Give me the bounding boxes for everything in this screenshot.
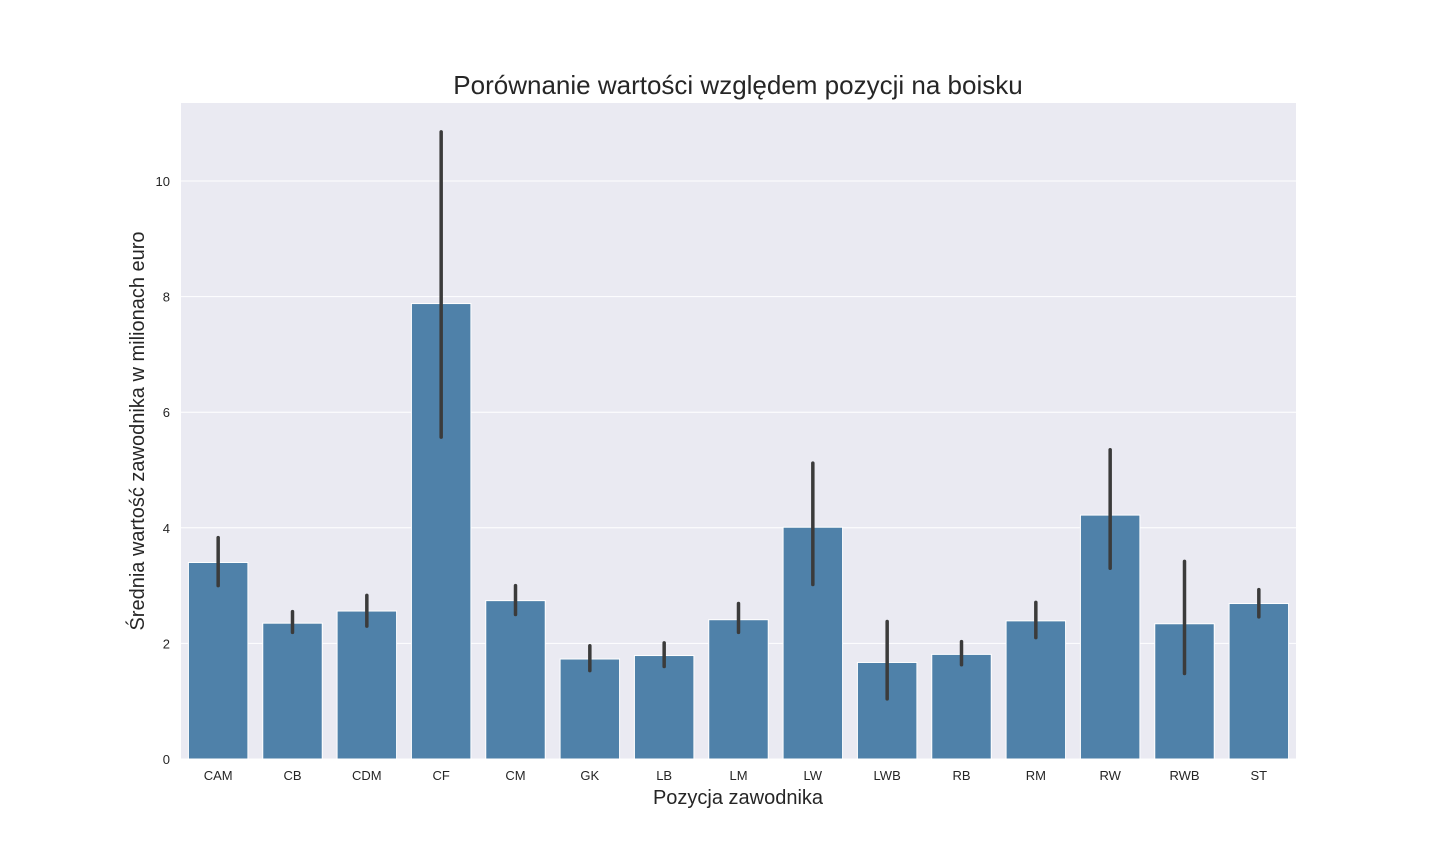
x-axis-label: Pozycja zawodnika xyxy=(653,787,824,809)
x-tick-label-cm: CM xyxy=(505,768,525,783)
x-tick-label-st: ST xyxy=(1251,768,1268,783)
chart-title: Porównanie wartości względem pozycji na … xyxy=(453,70,1022,100)
x-tick-label-rw: RW xyxy=(1099,768,1121,783)
bar-cm xyxy=(485,600,546,760)
x-tick-label-cf: CF xyxy=(432,768,449,783)
x-tick-label-rwb: RWB xyxy=(1169,768,1199,783)
bar-lm xyxy=(708,619,769,760)
x-tick-label-lw: LW xyxy=(804,768,823,783)
x-tick-label-lwb: LWB xyxy=(874,768,901,783)
bar-cdm xyxy=(336,610,398,760)
y-tick-label: 8 xyxy=(163,290,170,305)
y-tick-label: 6 xyxy=(163,405,170,420)
x-tick-labels: CAM CB CDM CF CM GK LB LM LW LWB RB RM RW RWB ST xyxy=(204,768,1267,783)
error-bars xyxy=(216,130,1261,701)
bar-rb xyxy=(931,653,992,760)
y-tick-label: 0 xyxy=(163,752,170,767)
x-tick-label-rb: RB xyxy=(952,768,970,783)
y-axis-label: Średnia wartość zawodnika w milionach eu… xyxy=(125,231,149,630)
bar-cam xyxy=(187,561,249,760)
bar-lb xyxy=(633,655,695,760)
x-tick-label-cb: CB xyxy=(283,768,301,783)
bar-st xyxy=(1228,603,1290,760)
y-tick-label: 10 xyxy=(156,174,170,189)
x-tick-label-rm: RM xyxy=(1026,768,1046,783)
x-tick-label-cdm: CDM xyxy=(352,768,382,783)
bar-cb xyxy=(262,622,323,760)
x-tick-label-lb: LB xyxy=(656,768,672,783)
bar-gk xyxy=(559,658,621,760)
x-tick-label-gk: GK xyxy=(580,768,599,783)
bar-rm xyxy=(1005,620,1067,760)
x-tick-label-cam: CAM xyxy=(204,768,233,783)
y-tick-labels: 0 2 4 6 8 10 xyxy=(156,174,170,767)
y-tick-label: 2 xyxy=(163,636,170,651)
x-tick-label-lm: LM xyxy=(729,768,747,783)
y-tick-label: 4 xyxy=(163,521,170,536)
